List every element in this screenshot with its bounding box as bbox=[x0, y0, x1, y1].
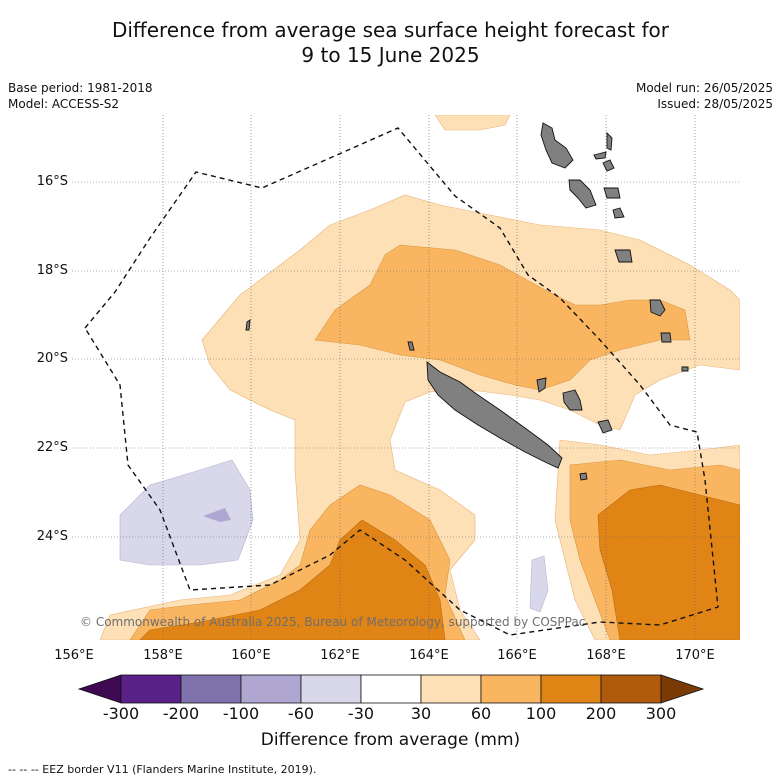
eez-legend: -- -- -- EEZ border V11 (Flanders Marine… bbox=[8, 763, 317, 776]
meta-left: Base period: 1981-2018 Model: ACCESS-S2 bbox=[8, 80, 153, 112]
copyright-credit: © Commonwealth of Australia 2025, Bureau… bbox=[80, 615, 586, 629]
island-espiritu-santo bbox=[540, 122, 574, 169]
colorbar-tick: 200 bbox=[585, 704, 617, 723]
lat-label-20s: 20°S bbox=[36, 351, 68, 366]
colorbar-tick: 30 bbox=[410, 704, 432, 723]
lon-label-166e: 166°E bbox=[497, 648, 537, 663]
contour-neg30-neg60 bbox=[119, 459, 549, 613]
model-name: Model: ACCESS-S2 bbox=[8, 97, 120, 111]
lat-label-22s: 22°S bbox=[36, 440, 68, 455]
colorbar-tick: 60 bbox=[470, 704, 492, 723]
lon-label-162e: 162°E bbox=[320, 648, 360, 663]
graticule bbox=[72, 115, 740, 640]
colorbar-tick: -300 bbox=[102, 704, 140, 723]
meta-right: Model run: 26/05/2025 Issued: 28/05/2025 bbox=[636, 80, 773, 112]
contour-100-200 bbox=[139, 484, 740, 640]
issued-date: Issued: 28/05/2025 bbox=[657, 97, 773, 111]
land-masses bbox=[245, 122, 689, 481]
title-line-2: 9 to 15 June 2025 bbox=[301, 43, 480, 67]
lat-label-16s: 16°S bbox=[36, 174, 68, 189]
colorbar-tick: -200 bbox=[162, 704, 200, 723]
lon-label-168e: 168°E bbox=[586, 648, 626, 663]
colorbar-tick: -30 bbox=[347, 704, 375, 723]
lon-label-156e: 156°E bbox=[54, 648, 94, 663]
colorbar-tick: -100 bbox=[222, 704, 260, 723]
lon-label-160e: 160°E bbox=[231, 648, 271, 663]
model-run: Model run: 26/05/2025 bbox=[635, 81, 773, 95]
new-caledonia bbox=[426, 361, 563, 469]
lat-label-24s: 24°S bbox=[36, 529, 68, 544]
colorbar-tick: -60 bbox=[287, 704, 315, 723]
map-area bbox=[72, 115, 740, 640]
lon-label-164e: 164°E bbox=[409, 648, 449, 663]
base-period: Base period: 1981-2018 bbox=[8, 81, 153, 95]
colorbar-tick: 300 bbox=[645, 704, 677, 723]
map-title: Difference from average sea surface heig… bbox=[0, 18, 781, 68]
eez-border bbox=[84, 127, 719, 636]
lat-label-18s: 18°S bbox=[36, 263, 68, 278]
title-line-1: Difference from average sea surface heig… bbox=[111, 18, 670, 42]
colorbar-tick: 100 bbox=[525, 704, 557, 723]
contour-neg60-neg100 bbox=[203, 508, 231, 522]
lon-label-170e: 170°E bbox=[675, 648, 715, 663]
colorbar-label: Difference from average (mm) bbox=[260, 730, 521, 750]
lon-label-158e: 158°E bbox=[143, 648, 183, 663]
